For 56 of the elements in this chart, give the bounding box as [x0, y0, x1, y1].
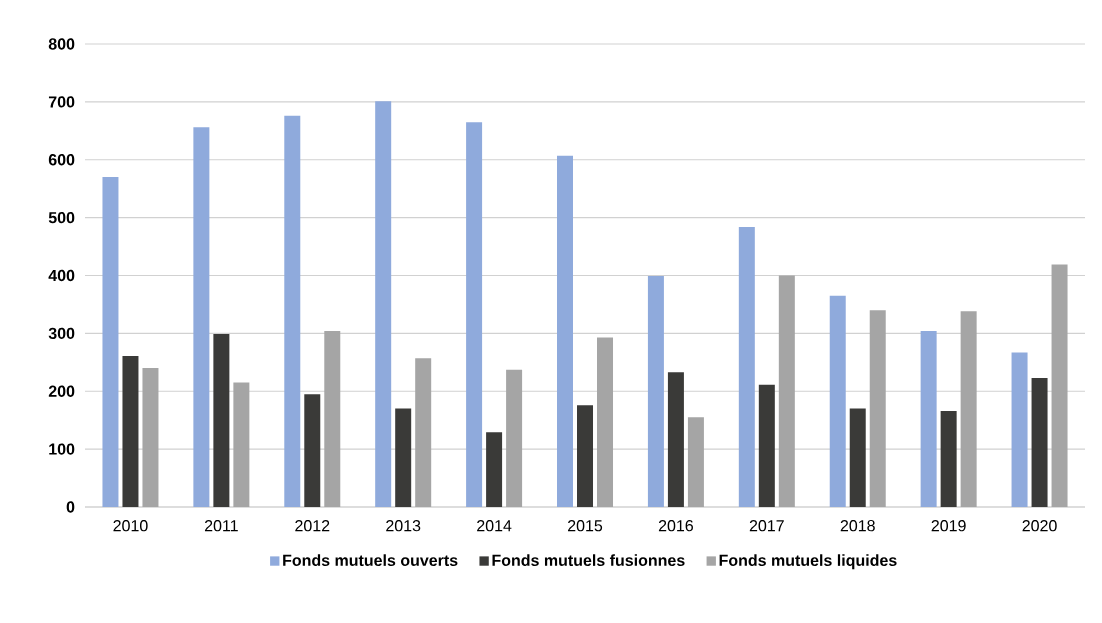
bar [395, 408, 412, 507]
bar [829, 295, 846, 507]
y-tick-label: 100 [49, 443, 75, 455]
bar [375, 101, 392, 507]
bar [940, 410, 957, 507]
bar [869, 310, 886, 507]
bar [577, 405, 594, 507]
x-tick-label: 2013 [386, 520, 421, 532]
x-tick-label: 2011 [204, 520, 238, 532]
bar [738, 226, 755, 507]
bar [960, 311, 977, 507]
y-tick-label: 600 [48, 154, 75, 166]
bar [415, 358, 432, 507]
y-tick-label: 500 [48, 211, 75, 224]
y-tick-label: 700 [48, 96, 75, 108]
bar [647, 276, 664, 507]
bar [233, 382, 250, 507]
x-tick-label: 2019 [931, 520, 966, 532]
bar [687, 417, 704, 507]
bar [466, 122, 483, 507]
bar [920, 331, 937, 507]
bar [1031, 377, 1048, 507]
x-tick-label: 2014 [477, 520, 512, 532]
x-tick-label: 2018 [840, 520, 875, 532]
y-tick-label: 400 [48, 269, 75, 282]
x-tick-label: 2012 [295, 520, 330, 532]
bar [193, 127, 210, 507]
bar [304, 394, 321, 507]
y-tick-label: 0 [66, 501, 75, 513]
y-tick-label: 300 [48, 327, 75, 340]
bar [284, 115, 301, 507]
bar [1011, 352, 1028, 507]
legend-label: Fonds mutuels liquides [719, 554, 897, 570]
bar [102, 177, 119, 507]
bar [506, 369, 523, 507]
y-tick-label: 800 [48, 38, 75, 50]
bar [758, 384, 775, 507]
bar [213, 333, 230, 507]
y-tick-label: 200 [48, 385, 75, 397]
bar [778, 275, 795, 507]
bar [1051, 264, 1068, 507]
legend-label: Fonds mutuels fusionnes [492, 554, 685, 566]
legend-label: Fonds mutuels ouverts [283, 554, 458, 566]
x-tick-label: 2020 [1022, 520, 1057, 532]
x-tick-label: 2017 [749, 520, 784, 532]
bar [122, 355, 139, 507]
bar [486, 432, 503, 507]
bar [849, 408, 866, 507]
bar [667, 372, 684, 507]
x-tick-label: 2010 [113, 520, 148, 532]
bar [142, 368, 159, 507]
bar [557, 155, 574, 507]
x-tick-label: 2016 [658, 520, 693, 532]
x-tick-label: 2015 [568, 520, 603, 532]
bar [597, 337, 614, 507]
bar [324, 331, 341, 507]
